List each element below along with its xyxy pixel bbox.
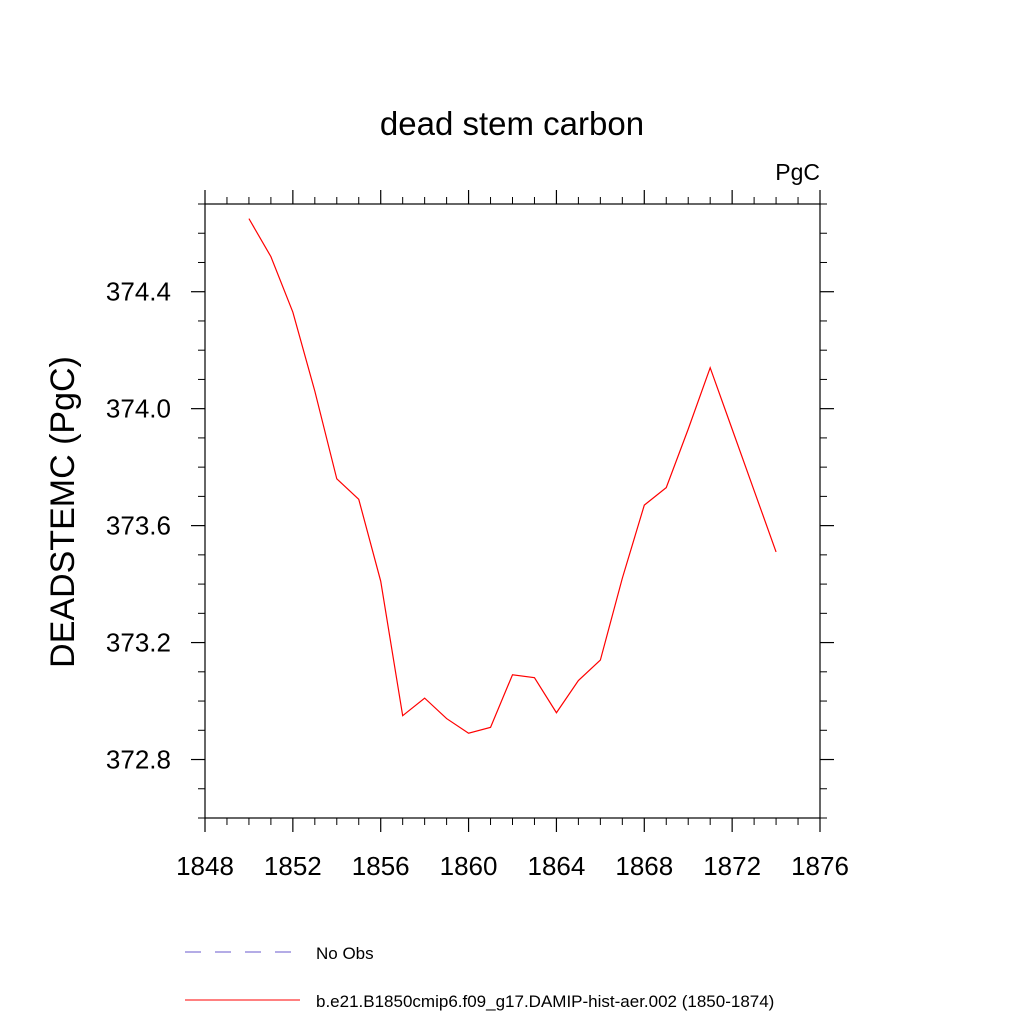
series-group [248, 218, 777, 734]
x-tick-label: 1860 [440, 851, 498, 881]
units-label: PgC [775, 159, 820, 185]
chart-title: dead stem carbon [380, 105, 644, 142]
y-tick-label: 373.6 [106, 511, 171, 541]
x-tick-label: 1872 [703, 851, 761, 881]
legend-label: b.e21.B1850cmip6.f09_g17.DAMIP-hist-aer.… [316, 992, 774, 1011]
y-tick-label: 374.0 [106, 394, 171, 424]
y-tick-label: 374.4 [106, 277, 171, 307]
legend: No Obs b.e21.B1850cmip6.f09_g17.DAMIP-his… [185, 944, 774, 1011]
x-tick-label: 1848 [176, 851, 234, 881]
axis-ticks [191, 190, 834, 832]
y-axis-label: DEADSTEMC (PgC) [44, 356, 82, 668]
y-tick-label: 372.8 [106, 745, 171, 775]
plot-border [204, 203, 821, 819]
x-tick-label: 1852 [264, 851, 322, 881]
x-tick-label: 1864 [528, 851, 586, 881]
x-tick-label: 1868 [615, 851, 673, 881]
plot-frame [204, 203, 821, 819]
x-tick-label: 1876 [791, 851, 849, 881]
legend-label: No Obs [316, 944, 374, 963]
axis-tick-labels: 1848 1852 1856 1860 1864 1868 1872 1876 372.8 373… [106, 277, 849, 881]
x-tick-label: 1856 [352, 851, 410, 881]
series-line [248, 218, 777, 734]
y-tick-label: 373.2 [106, 628, 171, 658]
